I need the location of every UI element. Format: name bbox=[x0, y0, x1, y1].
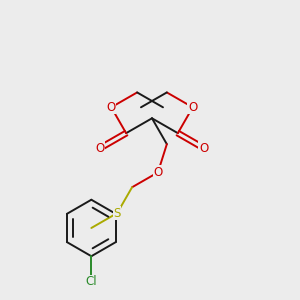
Text: O: O bbox=[106, 101, 116, 114]
Text: S: S bbox=[113, 207, 121, 220]
Text: O: O bbox=[188, 101, 197, 114]
Text: O: O bbox=[153, 166, 163, 179]
Text: O: O bbox=[96, 142, 105, 154]
Text: Cl: Cl bbox=[85, 275, 97, 289]
Text: O: O bbox=[199, 142, 208, 154]
